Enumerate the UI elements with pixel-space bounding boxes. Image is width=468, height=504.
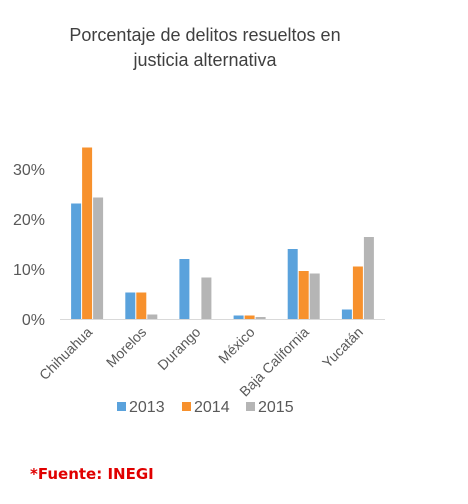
y-tick-label: 30% <box>13 162 45 179</box>
bar <box>352 266 363 319</box>
x-tick-label: Morelos <box>103 324 150 371</box>
bar <box>287 249 298 319</box>
bar <box>93 197 104 319</box>
bar <box>244 315 255 319</box>
bar <box>179 259 190 319</box>
y-tick-label: 20% <box>13 212 45 229</box>
legend-label: 2013 <box>129 399 165 416</box>
bar <box>255 317 266 319</box>
legend-swatch <box>246 402 255 411</box>
bar <box>341 309 352 319</box>
source-note: *Fuente: INEGI <box>30 465 154 483</box>
legend-label: 2015 <box>258 399 294 416</box>
bar <box>82 147 93 319</box>
legend-label: 2014 <box>194 399 230 416</box>
legend-swatch <box>117 402 126 411</box>
y-tick-label: 10% <box>13 262 45 279</box>
chart-title: Porcentaje de delitos resueltos en justic… <box>69 25 340 70</box>
bar <box>125 292 136 319</box>
x-tick-label: México <box>215 324 258 367</box>
bars <box>71 147 374 319</box>
x-tick-label: Durango <box>154 324 203 373</box>
bar <box>309 273 320 319</box>
bar <box>71 203 82 319</box>
y-tick-label: 0% <box>22 312 45 329</box>
y-axis: 0% 10% 20% 30% <box>13 162 45 329</box>
x-tick-label: Yucatán <box>319 324 366 371</box>
bar <box>136 292 147 319</box>
legend-swatch <box>182 402 191 411</box>
legend: 2013 2014 2015 <box>117 399 294 416</box>
x-tick-label: Chihuahua <box>36 324 95 383</box>
bar <box>201 277 212 319</box>
bar <box>147 314 158 319</box>
title-line: Porcentaje de delitos resueltos en <box>69 25 340 45</box>
bar <box>363 237 374 319</box>
bar <box>233 315 244 319</box>
title-line: justicia alternativa <box>132 50 277 70</box>
bar <box>298 271 309 319</box>
